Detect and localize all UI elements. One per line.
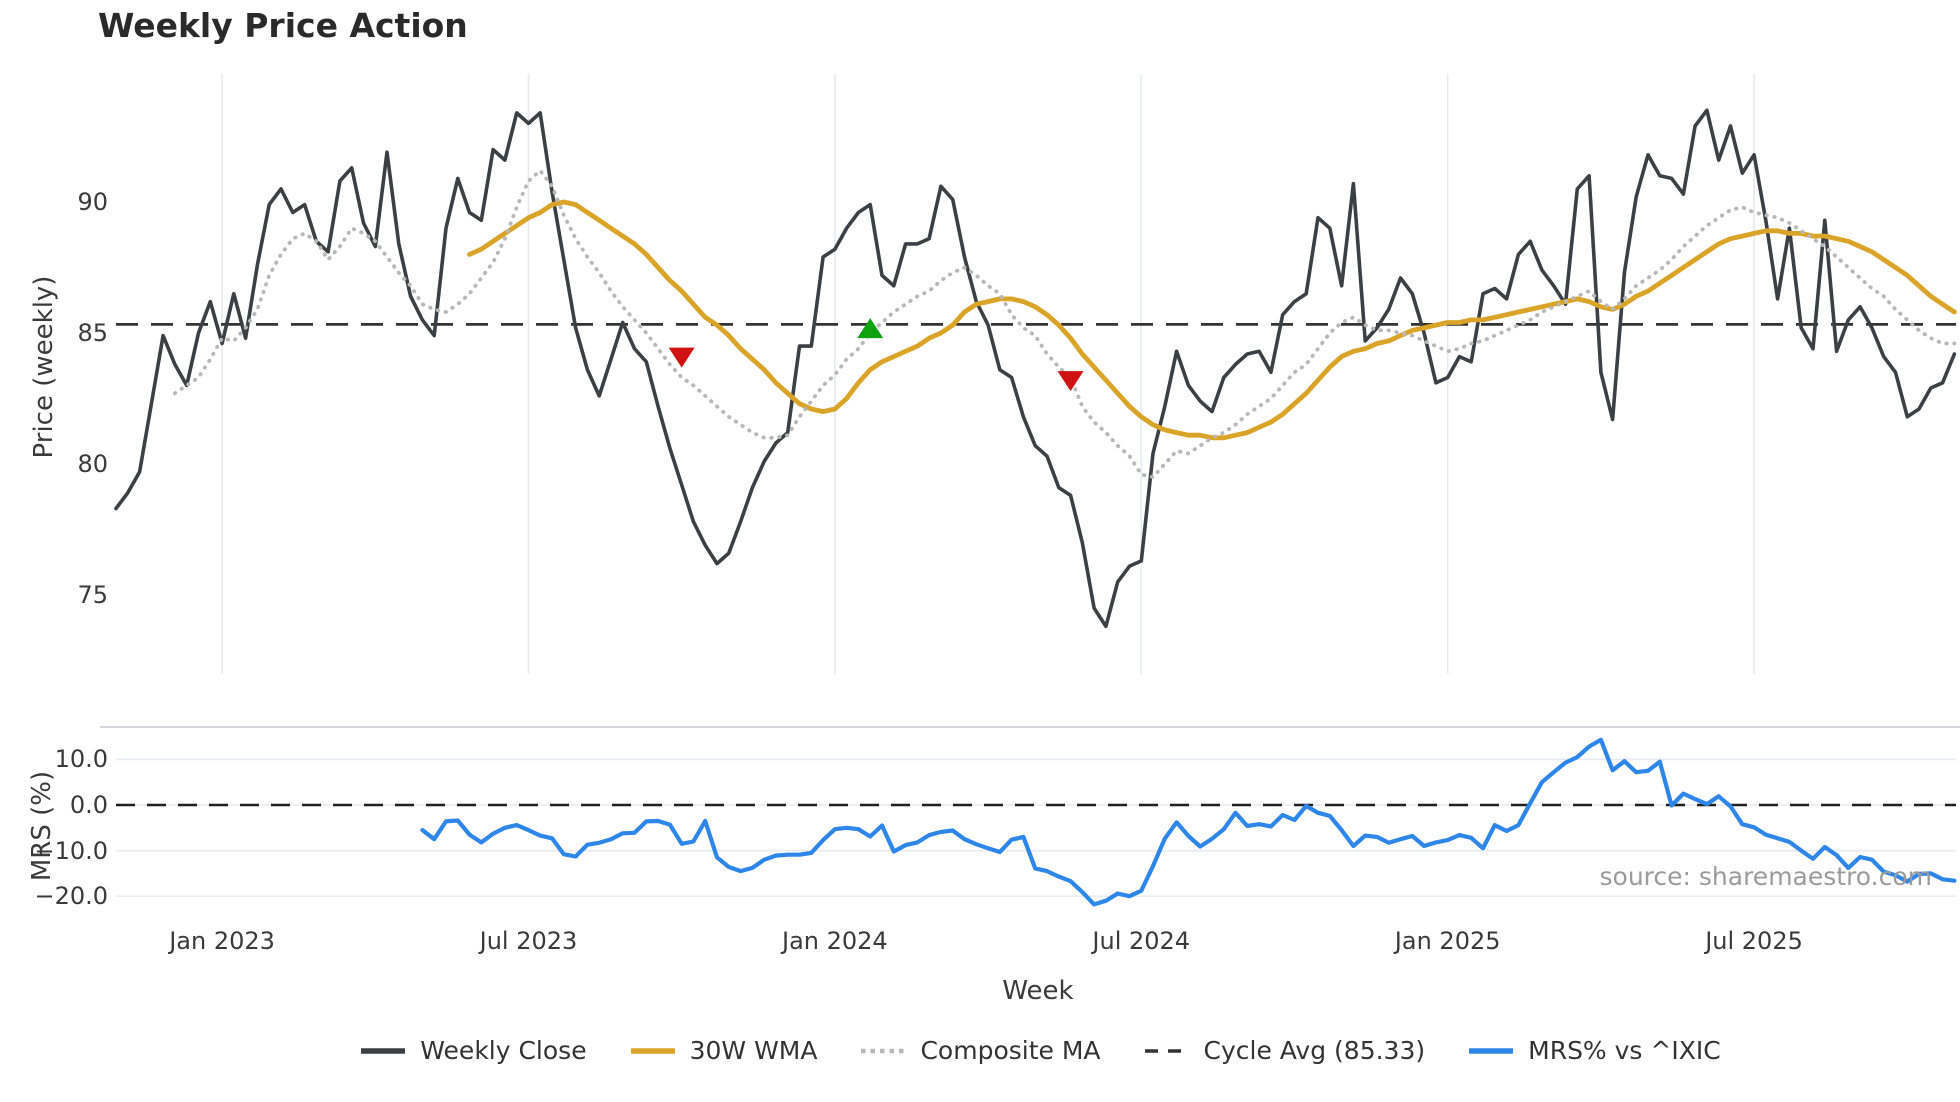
buy-signal-marker (857, 318, 884, 339)
price-ytick-85: 85 (77, 319, 108, 347)
legend-sample-icon (1469, 1047, 1514, 1054)
legend-item-weekly-close: Weekly Close (359, 1036, 587, 1065)
series-30w-wma (467, 199, 1957, 441)
series-mrs-vs-ixic (420, 737, 1957, 907)
mrs-ytick-10: 10.0 (54, 745, 108, 774)
price-ytick-75: 75 (77, 581, 108, 609)
legend: Weekly Close 30W WMA Composite MA Cycle Avg… (120, 1036, 1960, 1065)
x-tick-Jan 2025: Jan 2025 (1394, 927, 1501, 955)
mrs-ytick-0: 0.0 (69, 791, 108, 819)
legend-label: Cycle Avg (85.33) (1203, 1036, 1426, 1065)
x-tick-Jul 2025: Jul 2025 (1705, 927, 1803, 955)
x-tick-Jul 2023: Jul 2023 (479, 927, 578, 955)
mrs-ytick--20: −20.0 (34, 882, 108, 911)
source-credit: source: sharemaestro.com (1599, 862, 1933, 891)
sell-signal-marker (668, 347, 695, 368)
x-tick-Jan 2023: Jan 2023 (169, 927, 275, 955)
legend-label: 30W WMA (689, 1036, 818, 1065)
legend-item-30w-wma: 30W WMA (629, 1036, 818, 1065)
legend-item-mrs-vs-ixic: MRS% vs ^IXIC (1467, 1036, 1721, 1065)
series-weekly-close (114, 108, 1957, 629)
legend-item-composite-ma: Composite MA (859, 1036, 1101, 1065)
legend-sample-icon (861, 1048, 906, 1053)
legend-label: Composite MA (920, 1036, 1101, 1065)
chart-title: Weekly Price Action (98, 6, 468, 45)
legend-sample-icon (1144, 1048, 1189, 1053)
legend-label: Weekly Close (420, 1036, 587, 1065)
legend-sample-icon (630, 1047, 675, 1054)
legend-item-cycle-avg-85-33-: Cycle Avg (85.33) (1143, 1036, 1426, 1065)
x-tick-Jul 2024: Jul 2024 (1092, 927, 1191, 955)
x-tick-Jan 2024: Jan 2024 (782, 927, 888, 955)
x-axis-label: Week (1002, 976, 1074, 1006)
price-axis-label: Price (weekly) (29, 275, 59, 459)
mrs-ytick--10: −10.0 (34, 836, 108, 865)
price-ytick-80: 80 (77, 450, 108, 478)
price-ytick-90: 90 (77, 188, 108, 216)
sell-signal-marker (1057, 371, 1084, 392)
legend-label: MRS% vs ^IXIC (1528, 1036, 1721, 1065)
series-composite-ma (172, 168, 1957, 480)
legend-sample-icon (361, 1047, 406, 1054)
